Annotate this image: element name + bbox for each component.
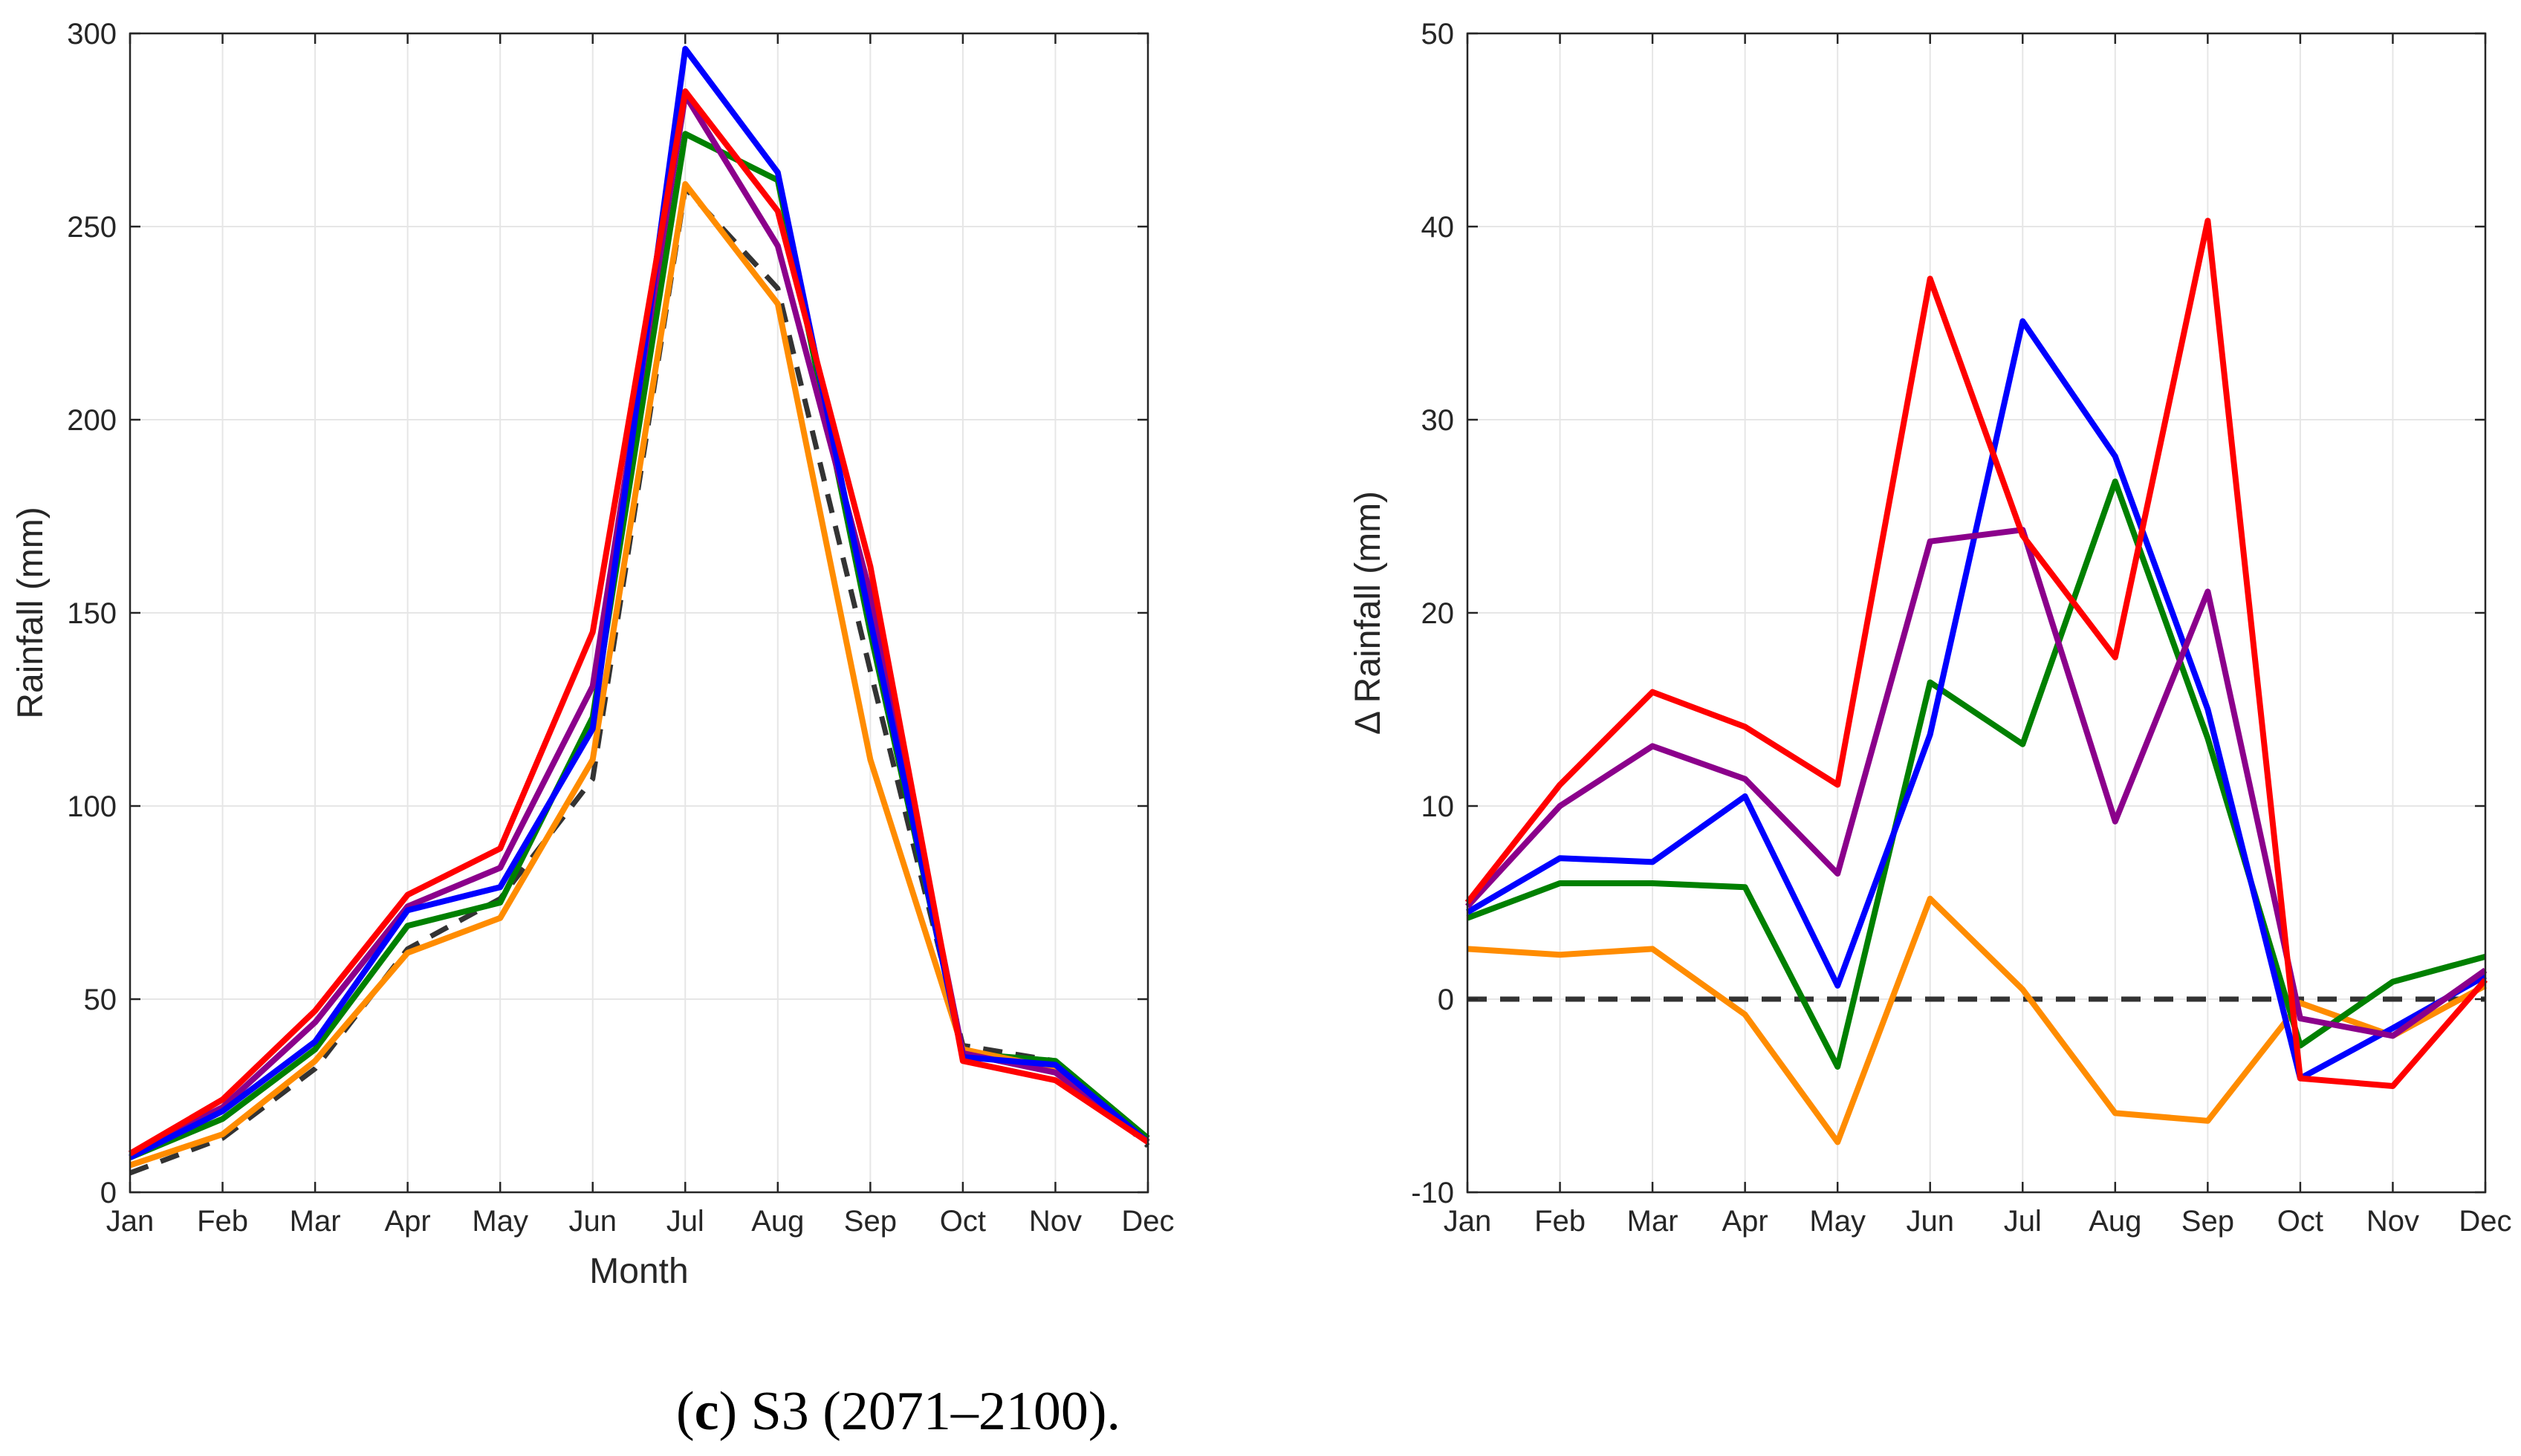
y-tick-label: 40 bbox=[1421, 211, 1455, 244]
caption-label: c bbox=[695, 1381, 719, 1442]
series-line-blue bbox=[1465, 318, 2487, 1082]
series-line-red bbox=[128, 88, 1150, 1157]
x-tick-label: Apr bbox=[1722, 1205, 1768, 1238]
x-tick-label: Mar bbox=[1627, 1205, 1678, 1238]
x-tick-label: Oct bbox=[2277, 1205, 2323, 1238]
x-tick-label: Sep bbox=[844, 1205, 897, 1238]
caption-paren-close: ) bbox=[718, 1381, 737, 1442]
y-tick-label: 50 bbox=[1421, 18, 1455, 51]
series-line-green bbox=[1466, 478, 2487, 1070]
series-line-red bbox=[1464, 218, 2488, 1089]
x-tick-label: Jun bbox=[1906, 1205, 1954, 1238]
y-tick-label: 0 bbox=[100, 1177, 117, 1209]
x-tick-label: Jul bbox=[666, 1205, 704, 1238]
chart-left-rainfall: Jan Feb Mar Apr May Jun Jul Aug Sep Oct Nov Dec 0 50 1… bbox=[11, 18, 1175, 1291]
x-tick-label: Dec bbox=[2459, 1205, 2511, 1238]
y-tick-label: 300 bbox=[67, 18, 117, 51]
x-tick-label: Jan bbox=[106, 1205, 155, 1238]
y-tick-label: 250 bbox=[67, 211, 117, 244]
caption-text: S3 (2071–2100). bbox=[737, 1381, 1120, 1442]
x-tick-label: Mar bbox=[290, 1205, 341, 1238]
series-line-blue bbox=[129, 45, 1150, 1160]
y-tick-label: 20 bbox=[1421, 597, 1455, 630]
y-axis-label: Rainfall (mm) bbox=[11, 507, 51, 718]
y-tick-label: 100 bbox=[67, 790, 117, 823]
y-axis-label: Δ Rainfall (mm) bbox=[1349, 491, 1388, 735]
x-tick-label: Aug bbox=[751, 1205, 804, 1238]
x-tick-label: Feb bbox=[1534, 1205, 1586, 1238]
chart-right-delta-rainfall: Jan Feb Mar Apr May Jun Jul Aug Sep Oct Nov Dec -10 0… bbox=[1349, 18, 2512, 1238]
y-tick-label: 150 bbox=[67, 597, 117, 630]
y-tick-label: 0 bbox=[1438, 984, 1454, 1016]
x-tick-label: Jun bbox=[568, 1205, 617, 1238]
series-line-purple bbox=[1465, 527, 2488, 1039]
x-tick-label: Oct bbox=[940, 1205, 986, 1238]
x-tick-label: Jan bbox=[1444, 1205, 1492, 1238]
y-tick-label: 30 bbox=[1421, 404, 1455, 437]
y-tick-label: -10 bbox=[1411, 1177, 1454, 1209]
y-tick-label: 10 bbox=[1421, 790, 1455, 823]
caption-paren-open: ( bbox=[676, 1381, 695, 1442]
x-tick-label: Aug bbox=[2089, 1205, 2141, 1238]
x-tick-label: Apr bbox=[385, 1205, 431, 1238]
series-line-orange bbox=[1467, 895, 2487, 1145]
x-tick-label: Nov bbox=[2366, 1205, 2419, 1238]
series-line-orange bbox=[129, 181, 1150, 1169]
y-tick-label: 50 bbox=[84, 984, 117, 1016]
y-tick-label: 200 bbox=[67, 404, 117, 437]
x-tick-label: Sep bbox=[2181, 1205, 2234, 1238]
x-tick-label: Feb bbox=[197, 1205, 248, 1238]
x-tick-label: Jul bbox=[2004, 1205, 2042, 1238]
x-axis-label: Month bbox=[589, 1252, 688, 1291]
x-tick-label: May bbox=[1809, 1205, 1866, 1238]
figure-caption: (c) S3 (2071–2100). bbox=[676, 1381, 1120, 1442]
x-tick-label: Dec bbox=[1121, 1205, 1174, 1238]
x-tick-label: May bbox=[472, 1205, 528, 1238]
x-tick-label: Nov bbox=[1029, 1205, 1082, 1238]
